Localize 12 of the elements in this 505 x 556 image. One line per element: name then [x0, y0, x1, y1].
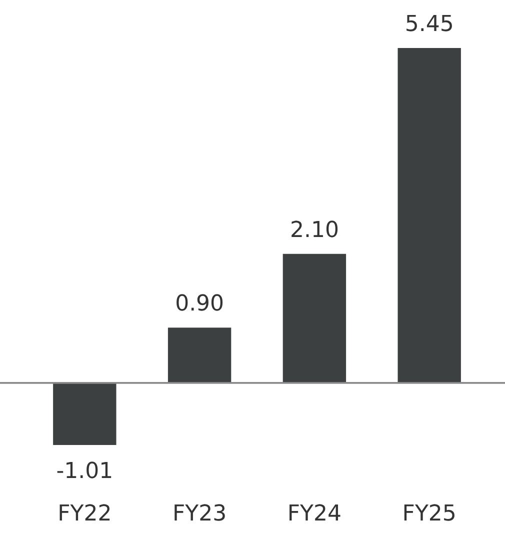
data-label: 0.90 — [175, 292, 224, 317]
x-tick-label: FY24 — [287, 502, 342, 526]
data-label: 2.10 — [290, 218, 339, 243]
x-tick-label: FY25 — [402, 502, 456, 526]
bar — [398, 48, 461, 383]
x-tick-label: FY22 — [58, 502, 112, 526]
bar — [168, 328, 232, 383]
data-label: -1.01 — [56, 459, 114, 484]
bar — [53, 382, 116, 445]
bar — [282, 254, 346, 383]
x-tick-label: FY23 — [172, 502, 227, 526]
data-label: 5.45 — [404, 12, 454, 37]
